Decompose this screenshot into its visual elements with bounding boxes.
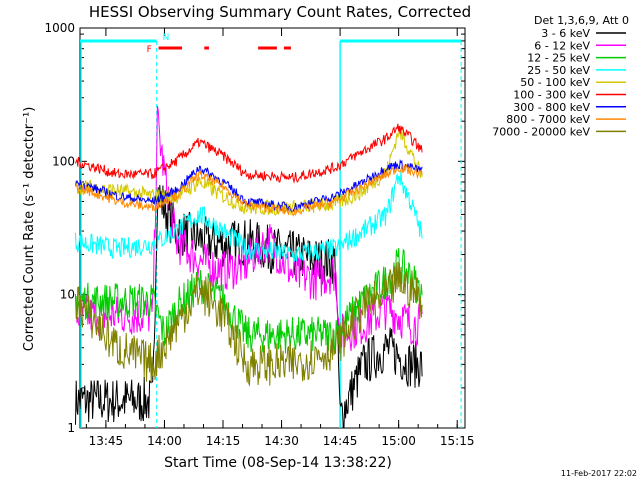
legend-label: 800 - 7000 keV — [506, 113, 590, 126]
plot-area: 1 10 100 1000 13:45 14:00 14:15 14:30 14:45 15:00… — [44, 21, 474, 448]
legend-label: 3 - 6 keV — [541, 27, 590, 40]
night-marker-label: N — [163, 33, 170, 43]
y-axis-label: Corrected Count Rate (s⁻¹ detector⁻¹) — [22, 107, 37, 352]
x-tick-label: 13:45 — [89, 434, 124, 448]
x-tick-label: 14:30 — [264, 434, 299, 448]
x-tick-label: 15:15 — [440, 434, 475, 448]
x-tick-label: 14:15 — [206, 434, 241, 448]
legend-label: 6 - 12 keV — [534, 39, 590, 52]
series-line — [75, 261, 423, 387]
x-axis-label: Start Time (08-Sep-14 13:38:22) — [164, 455, 392, 471]
legend-title: Det 1,3,6,9, Att 0 — [534, 14, 629, 27]
legend-label: 25 - 50 keV — [527, 64, 590, 77]
x-tick-label: 14:45 — [323, 434, 358, 448]
y-tick-label: 10 — [60, 288, 75, 302]
legend-label: 50 - 100 keV — [520, 76, 590, 89]
series-line — [75, 105, 423, 351]
series-line — [75, 169, 423, 262]
y-tick-label: 1 — [67, 421, 75, 435]
x-tick-label: 14:00 — [147, 434, 182, 448]
series-line — [75, 159, 423, 213]
chart-title: HESSI Observing Summary Count Rates, Cor… — [89, 3, 471, 21]
footer-timestamp: 11-Feb-2017 22:02 — [561, 469, 637, 478]
legend-label: 100 - 300 keV — [513, 89, 590, 102]
flare-marker-label: F — [147, 45, 152, 55]
legend-label: 300 - 800 keV — [513, 101, 590, 114]
series-line — [75, 163, 423, 217]
series-line — [75, 123, 423, 184]
y-tick-label: 100 — [52, 154, 75, 168]
legend-label: 12 - 25 keV — [527, 52, 590, 65]
x-tick-label: 15:00 — [381, 434, 416, 448]
legend-label: 7000 - 20000 keV — [492, 125, 590, 138]
y-tick-label: 1000 — [44, 21, 75, 35]
series-line — [75, 248, 423, 354]
series-line — [75, 184, 423, 428]
